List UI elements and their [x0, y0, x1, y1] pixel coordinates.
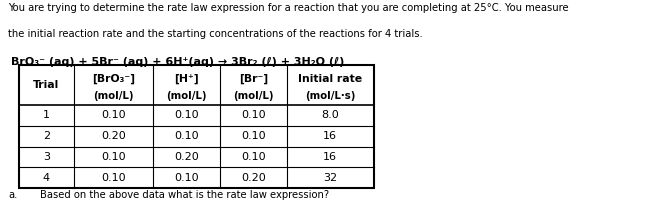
Text: 16: 16 [324, 131, 337, 141]
Text: the initial reaction rate and the starting concentrations of the reactions for 4: the initial reaction rate and the starti… [8, 29, 423, 39]
Text: a.: a. [8, 190, 17, 200]
Bar [19, 65, 374, 188]
Text: 1: 1 [43, 110, 50, 120]
Text: 0.10: 0.10 [101, 110, 125, 120]
Text: 2: 2 [43, 131, 50, 141]
Text: You are trying to determine the rate law expression for a reaction that you are : You are trying to determine the rate law… [8, 3, 569, 13]
Text: Based on the above data what is the rate law expression?: Based on the above data what is the rate… [40, 190, 330, 200]
Text: (mol/L·s): (mol/L·s) [305, 91, 356, 101]
Text: 0.10: 0.10 [174, 173, 198, 183]
Text: Trial: Trial [33, 80, 60, 90]
Text: [Br⁻]: [Br⁻] [239, 74, 268, 84]
Text: 32: 32 [323, 173, 338, 183]
Text: (mol/L): (mol/L) [233, 91, 273, 101]
Text: [H⁺]: [H⁺] [174, 74, 198, 84]
Text: 0.20: 0.20 [101, 131, 125, 141]
Text: 0.10: 0.10 [241, 131, 265, 141]
Text: 8.0: 8.0 [322, 110, 339, 120]
Text: 0.20: 0.20 [241, 173, 265, 183]
Text: BrO₃⁻ (aq) + 5Br⁻ (aq) + 6H⁺(aq) → 3Br₂ (ℓ) + 3H₂O (ℓ): BrO₃⁻ (aq) + 5Br⁻ (aq) + 6H⁺(aq) → 3Br₂ … [11, 57, 344, 67]
Text: Initial rate: Initial rate [298, 74, 362, 84]
Text: 4: 4 [43, 173, 50, 183]
Text: [BrO₃⁻]: [BrO₃⁻] [92, 74, 135, 84]
Text: 0.10: 0.10 [174, 131, 198, 141]
Text: 0.10: 0.10 [174, 110, 198, 120]
Text: 0.10: 0.10 [101, 152, 125, 162]
Text: 16: 16 [324, 152, 337, 162]
Text: (mol/L): (mol/L) [93, 91, 133, 101]
Text: 0.10: 0.10 [241, 110, 265, 120]
Text: (mol/L): (mol/L) [166, 91, 206, 101]
Text: 0.10: 0.10 [241, 152, 265, 162]
Text: 0.10: 0.10 [101, 173, 125, 183]
Text: 0.20: 0.20 [174, 152, 198, 162]
Text: 3: 3 [43, 152, 50, 162]
